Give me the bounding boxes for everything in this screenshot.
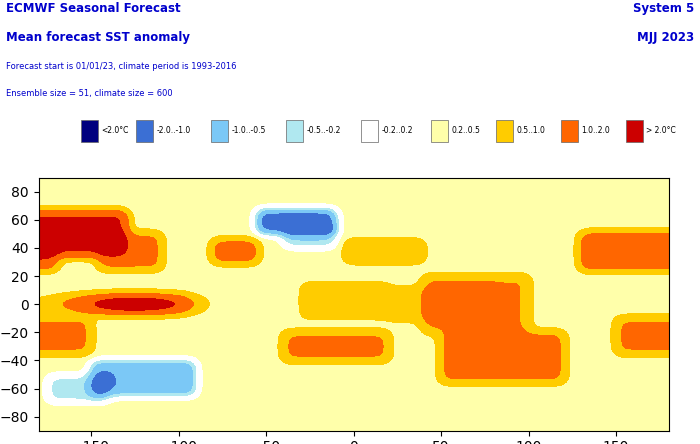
Text: > 2.0°C: > 2.0°C bbox=[646, 127, 676, 135]
Text: Forecast start is 01/01/23, climate period is 1993-2016: Forecast start is 01/01/23, climate peri… bbox=[6, 62, 236, 71]
Text: <2.0°C: <2.0°C bbox=[101, 127, 129, 135]
Text: Ensemble size = 51, climate size = 600: Ensemble size = 51, climate size = 600 bbox=[6, 89, 172, 98]
Text: MJJ 2023: MJJ 2023 bbox=[637, 31, 694, 44]
Text: 0.5..1.0: 0.5..1.0 bbox=[517, 127, 545, 135]
Text: -1.0..-0.5: -1.0..-0.5 bbox=[231, 127, 266, 135]
Text: Mean forecast SST anomaly: Mean forecast SST anomaly bbox=[6, 31, 190, 44]
Text: -0.2..0.2: -0.2..0.2 bbox=[381, 127, 412, 135]
Text: -0.5..-0.2: -0.5..-0.2 bbox=[307, 127, 341, 135]
Text: 1.0..2.0: 1.0..2.0 bbox=[581, 127, 610, 135]
Text: -2.0..-1.0: -2.0..-1.0 bbox=[156, 127, 190, 135]
Text: 0.2..0.5: 0.2..0.5 bbox=[451, 127, 480, 135]
Text: ECMWF Seasonal Forecast: ECMWF Seasonal Forecast bbox=[6, 2, 180, 15]
Text: System 5: System 5 bbox=[633, 2, 694, 15]
